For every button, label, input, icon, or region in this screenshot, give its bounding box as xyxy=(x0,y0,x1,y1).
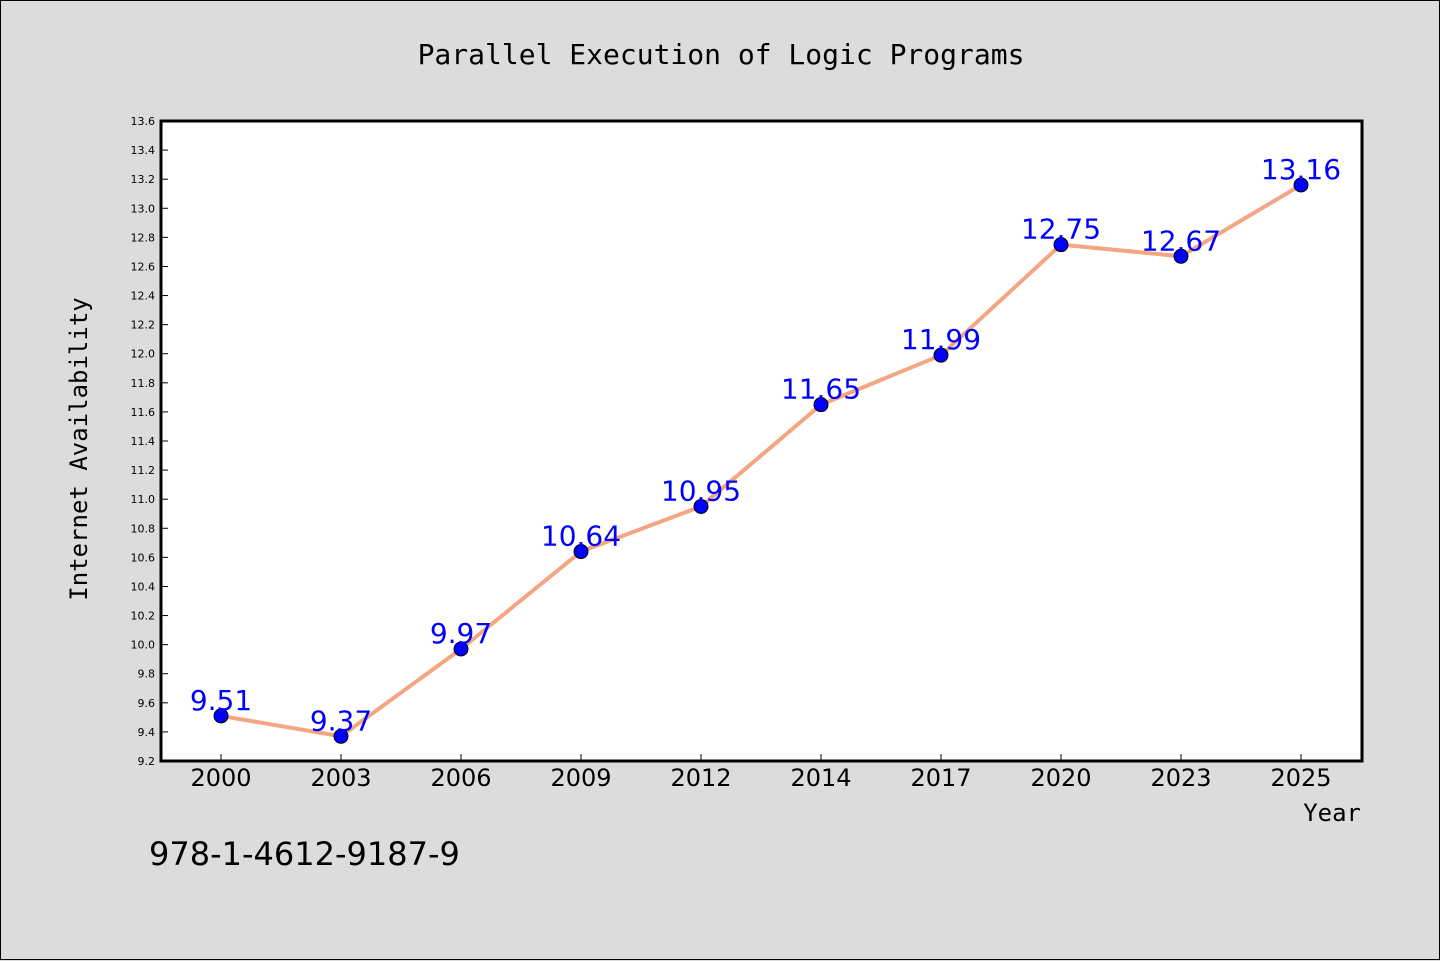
data-label: 10.95 xyxy=(661,474,741,507)
y-tick-label: 10.8 xyxy=(131,522,156,535)
y-tick-label: 9.2 xyxy=(138,755,156,768)
data-point xyxy=(813,397,829,413)
y-tick-label: 12.2 xyxy=(131,319,156,332)
y-tick-label: 10.0 xyxy=(131,639,156,652)
y-tick-label: 9.4 xyxy=(138,726,156,739)
data-point xyxy=(1053,237,1069,253)
data-label: 12.75 xyxy=(1021,213,1101,246)
x-tick-label: 2003 xyxy=(310,764,371,792)
series-line-group xyxy=(220,183,1303,739)
data-label-group: 9.51 9.37 9.97 10.64 10.95 11.65 11.99 12.75 12.… xyxy=(190,153,1341,737)
chart-title: Parallel Execution of Logic Programs xyxy=(418,38,1025,71)
data-label: 9.37 xyxy=(310,704,372,737)
y-tick-label: 12.0 xyxy=(131,348,156,361)
data-point xyxy=(933,347,949,363)
y-tick-label: 11.4 xyxy=(131,435,156,448)
y-axis-label: Internet Availability xyxy=(65,297,93,600)
series-line xyxy=(220,183,1303,739)
x-axis-label: Year xyxy=(1303,799,1361,827)
y-tick-label: 12.4 xyxy=(131,290,156,303)
data-point xyxy=(453,641,469,657)
y-tick-label: 11.8 xyxy=(131,377,156,390)
y-tick-label: 11.0 xyxy=(131,493,156,506)
data-label: 11.99 xyxy=(901,323,981,356)
isbn-text: 978-1-4612-9187-9 xyxy=(149,835,460,873)
x-axis: 2000 2003 2006 2009 2012 2014 2017 2020 2023 2025 xyxy=(190,754,1332,792)
data-point xyxy=(1293,177,1309,193)
data-label: 13.16 xyxy=(1261,153,1341,186)
x-tick-label: 2009 xyxy=(550,764,611,792)
x-tick-label: 2017 xyxy=(910,764,971,792)
x-tick-label: 2000 xyxy=(190,764,251,792)
data-point xyxy=(213,708,229,724)
x-tick-label: 2006 xyxy=(430,764,491,792)
y-tick-label: 10.6 xyxy=(131,551,156,564)
y-tick-label: 10.2 xyxy=(131,610,156,623)
data-point xyxy=(333,728,349,744)
x-tick-label: 2012 xyxy=(670,764,731,792)
y-tick-label: 12.8 xyxy=(131,231,156,244)
data-label: 10.64 xyxy=(541,520,621,553)
data-label: 9.51 xyxy=(190,684,252,717)
x-tick-label: 2020 xyxy=(1030,764,1091,792)
y-tick-label: 11.6 xyxy=(131,406,156,419)
y-tick-label: 11.2 xyxy=(131,464,156,477)
x-tick-label: 2023 xyxy=(1150,764,1211,792)
marker-group xyxy=(213,177,1309,744)
y-tick-label: 13.0 xyxy=(131,202,156,215)
y-tick-label: 12.6 xyxy=(131,260,156,273)
x-tick-label: 2025 xyxy=(1270,764,1331,792)
y-tick-label: 9.8 xyxy=(138,668,156,681)
y-tick-label: 13.4 xyxy=(131,144,156,157)
data-point xyxy=(693,498,709,514)
x-tick-label: 2014 xyxy=(790,764,851,792)
data-point xyxy=(573,544,589,560)
data-label: 11.65 xyxy=(781,373,861,406)
data-point xyxy=(1173,248,1189,264)
y-tick-label: 13.6 xyxy=(131,115,156,128)
y-tick-label: 13.2 xyxy=(131,173,156,186)
data-label: 9.97 xyxy=(430,617,492,650)
y-tick-label: 10.4 xyxy=(131,580,156,593)
data-label: 12.67 xyxy=(1141,224,1221,257)
plot-area xyxy=(159,119,1364,763)
y-axis: 9.2 9.4 9.6 9.8 10.0 10.2 10.4 10.6 10.8 11.0 11.2… xyxy=(131,115,168,768)
y-tick-label: 9.6 xyxy=(138,697,156,710)
